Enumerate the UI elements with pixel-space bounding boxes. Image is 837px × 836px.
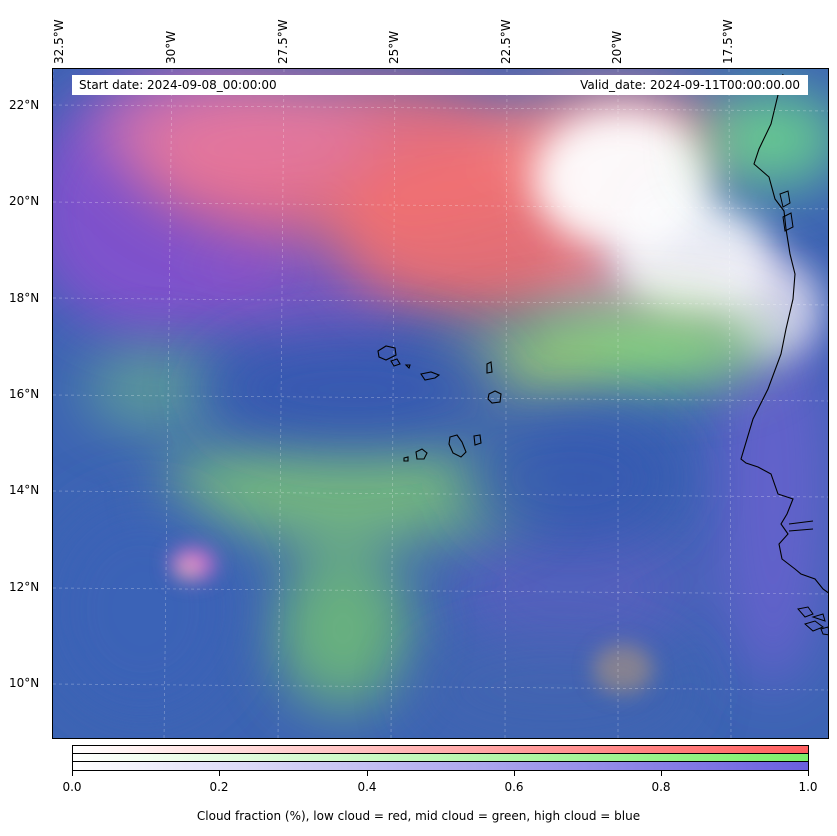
- start-date-text: Start date: 2024-09-08_00:00:00: [79, 78, 277, 92]
- colorbar-tickmark: [661, 771, 662, 776]
- island-sao-nicolau: [420, 371, 441, 381]
- colorbar-tickmark: [514, 771, 515, 776]
- longitude-label: 17.5°W: [721, 19, 735, 64]
- longitude-label: 27.5°W: [276, 19, 290, 64]
- arguin-coast: [779, 190, 794, 232]
- cape-verde-islands: [377, 345, 502, 462]
- date-info-box: Start date: 2024-09-08_00:00:00 Valid_da…: [72, 75, 808, 95]
- island-santo-antao: [377, 345, 397, 361]
- colorbar-tick-label: 0.4: [357, 780, 377, 794]
- graticule: [53, 69, 828, 738]
- island-boa-vista: [487, 390, 502, 404]
- colorbar-tick-label: 0.0: [62, 780, 82, 794]
- map-canvas: [53, 69, 828, 738]
- latitude-label: 16°N: [9, 387, 40, 401]
- island-santiago: [448, 434, 467, 458]
- longitude-label: 25°W: [387, 30, 401, 64]
- island-maio: [473, 434, 482, 446]
- colorbar: [72, 745, 809, 771]
- latitude-label: 20°N: [9, 194, 40, 208]
- longitude-label: 30°W: [164, 30, 178, 64]
- colorbar-tickmark: [219, 771, 220, 776]
- latitude-label: 22°N: [9, 98, 40, 112]
- island-sao-vicente: [390, 358, 401, 367]
- colorbar-tickmark: [72, 771, 73, 776]
- colorbar-tickmark: [808, 771, 809, 776]
- latitude-label: 10°N: [9, 676, 40, 690]
- colorbar-tickmark: [367, 771, 368, 776]
- island-fogo: [415, 448, 428, 460]
- thick-cloud-field: [533, 109, 823, 359]
- colorbar-mid-cloud: [72, 753, 809, 762]
- longitude-label: 20°W: [610, 30, 624, 64]
- colorbar-tick-label: 0.2: [209, 780, 229, 794]
- latitude-label: 14°N: [9, 483, 40, 497]
- colorbar-tick-label: 0.6: [504, 780, 524, 794]
- colorbar-low-cloud: [72, 745, 809, 754]
- guinea-bissau-islands: [797, 606, 828, 636]
- cloud-fraction-map[interactable]: [52, 68, 829, 739]
- colorbar-tick-label: 1.0: [798, 780, 818, 794]
- colorbar-tick-label: 0.8: [651, 780, 671, 794]
- colorbar-label: Cloud fraction (%), low cloud = red, mid…: [196, 809, 641, 823]
- island-brava: [403, 456, 409, 462]
- longitude-label: 32.5°W: [52, 19, 66, 64]
- latitude-label: 12°N: [9, 580, 40, 594]
- island-sal: [486, 361, 493, 374]
- mid-cloud-field: [83, 89, 828, 709]
- gambia-coast: [788, 520, 814, 532]
- africa-coastline: [740, 73, 828, 594]
- longitude-label: 22.5°W: [499, 19, 513, 64]
- latitude-label: 18°N: [9, 291, 40, 305]
- colorbar-high-cloud: [72, 761, 809, 771]
- convective-cell: [171, 548, 653, 694]
- island-santa-luzia: [404, 364, 411, 370]
- valid-date-text: Valid_date: 2024-09-11T00:00:00.00: [580, 78, 800, 92]
